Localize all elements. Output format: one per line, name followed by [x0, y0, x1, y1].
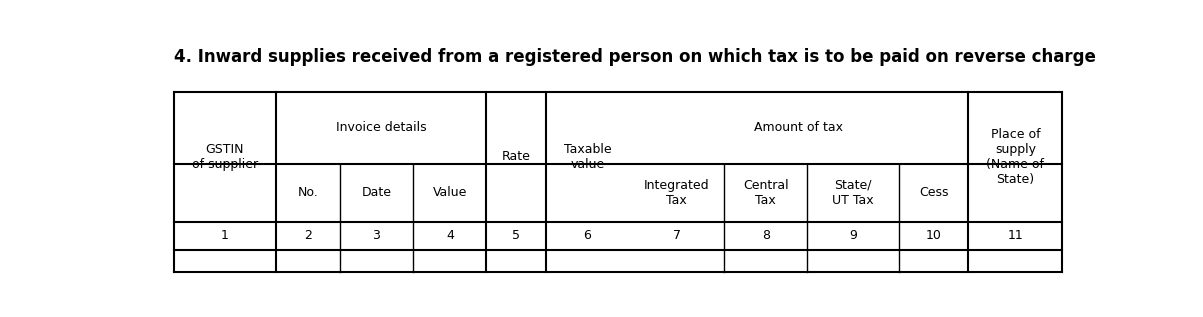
Text: 6: 6 — [583, 229, 592, 242]
Text: Rate: Rate — [502, 150, 531, 163]
Text: Amount of tax: Amount of tax — [754, 121, 843, 134]
Text: GSTIN
of supplier: GSTIN of supplier — [191, 143, 257, 171]
Text: 3: 3 — [373, 229, 380, 242]
Text: Place of
supply
(Name of
State): Place of supply (Name of State) — [986, 128, 1044, 186]
Text: 4. Inward supplies received from a registered person on which tax is to be paid : 4. Inward supplies received from a regis… — [173, 48, 1096, 66]
Text: 1: 1 — [220, 229, 229, 242]
Text: Cess: Cess — [919, 186, 948, 199]
Text: Taxable
value: Taxable value — [563, 143, 611, 171]
Text: Invoice details: Invoice details — [336, 121, 426, 134]
Text: 2: 2 — [303, 229, 312, 242]
Text: Value: Value — [433, 186, 467, 199]
Text: 8: 8 — [761, 229, 770, 242]
Text: 7: 7 — [672, 229, 681, 242]
Text: 11: 11 — [1007, 229, 1024, 242]
Text: Central
Tax: Central Tax — [743, 179, 788, 207]
Text: Integrated
Tax: Integrated Tax — [644, 179, 710, 207]
Text: 10: 10 — [926, 229, 942, 242]
Text: State/
UT Tax: State/ UT Tax — [832, 179, 875, 207]
Text: Date: Date — [361, 186, 391, 199]
Text: 4: 4 — [446, 229, 454, 242]
Text: 5: 5 — [512, 229, 520, 242]
Text: No.: No. — [297, 186, 318, 199]
Text: 9: 9 — [849, 229, 858, 242]
